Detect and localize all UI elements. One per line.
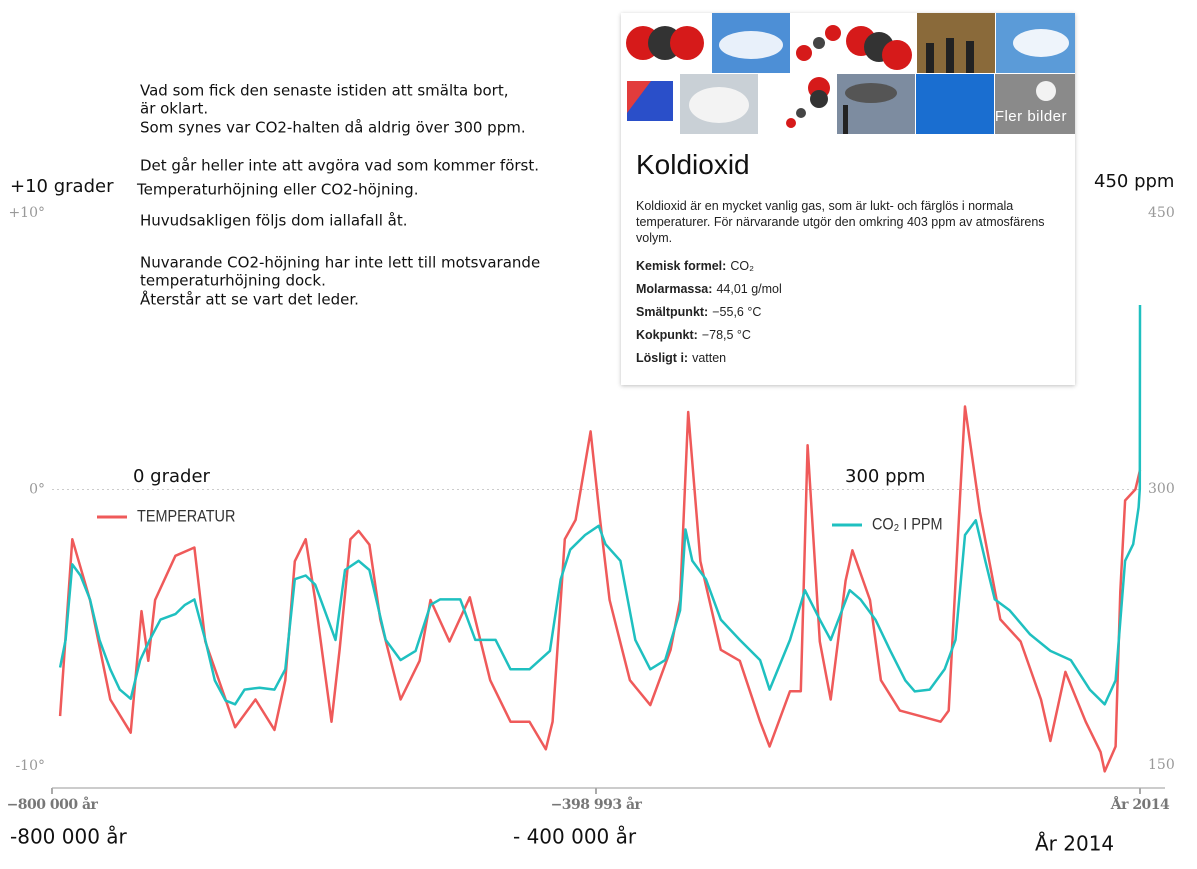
series-line (58, 405, 1142, 773)
y-tick-label: +10° (8, 205, 45, 221)
panel-title: Koldioxid (636, 149, 750, 180)
note-line: är oklart. (140, 100, 208, 118)
legend-label: TEMPERATUR (137, 507, 235, 525)
annotation: År 2014 (1035, 832, 1114, 856)
y2-tick-label: 150 (1148, 757, 1175, 773)
annotation: - 400 000 år (513, 825, 637, 849)
annotation: 0 grader (133, 466, 211, 487)
fact: Kokpunkt: −78,5 °C (636, 328, 751, 342)
annotation: 450 ppm (1094, 171, 1174, 192)
image[interactable] (995, 74, 1075, 134)
fact: Lösligt i: vatten (636, 351, 726, 365)
panel-description: Koldioxid är en mycket vanlig gas, som ä… (636, 199, 1045, 245)
fact-label: Kemisk formel: (636, 259, 727, 273)
more-images[interactable]: Fler bilder (994, 108, 1067, 125)
fact: Smältpunkt: −55,6 °C (636, 305, 761, 319)
fact: Kemisk formel: CO₂ (636, 259, 754, 273)
fact-label: Lösligt i: (636, 351, 689, 365)
fact-value: 44,01 g/mol (716, 282, 782, 296)
fact-value: −55,6 °C (712, 305, 762, 319)
x-tick-label: −800 000 år (7, 795, 99, 813)
note-line: Återstår att se vart det leder. (140, 290, 359, 309)
note-line: Vad som fick den senaste istiden att smä… (140, 82, 508, 100)
note-line: Huvudsakligen följs dom iallafall åt. (140, 212, 408, 230)
fact-value: −78,5 °C (701, 328, 751, 342)
x-tick-label: År 2014 (1110, 795, 1170, 813)
y2-tick-label: 300 (1148, 481, 1175, 497)
legend-label: CO₂ I PPM (872, 515, 943, 533)
image[interactable] (916, 74, 994, 134)
annotation: +10 grader (10, 176, 114, 197)
fact-label: Smältpunkt: (636, 305, 709, 319)
knowledge-panel: Fler bilder Koldioxid Koldioxid är en my… (621, 13, 1075, 385)
y-tick-label: -10° (15, 758, 45, 774)
fact-value: CO₂ (730, 259, 754, 273)
image[interactable] (837, 74, 915, 134)
image-strip[interactable] (621, 13, 1075, 134)
note-line: Som synes var CO2-halten då aldrig över … (140, 119, 526, 137)
y2-tick-label: 450 (1148, 205, 1175, 221)
fact: Molarmassa: 44,01 g/mol (636, 282, 782, 296)
note-line: Nuvarande CO2-höjning har inte lett till… (140, 254, 540, 272)
annotation: -800 000 år (10, 825, 128, 849)
note-line: Temperaturhöjning eller CO2-höjning. (136, 181, 418, 199)
note-line: Det går heller inte att avgöra vad som k… (140, 157, 539, 175)
fact-label: Molarmassa: (636, 282, 713, 296)
series-line (58, 304, 1142, 706)
y-tick-label: 0° (29, 481, 45, 497)
x-tick-label: −398 993 år (551, 795, 643, 813)
fact-value: vatten (692, 351, 727, 365)
note-line: temperaturhöjning dock. (140, 272, 326, 290)
annotation: 300 ppm (845, 466, 925, 487)
fact-label: Kokpunkt: (636, 328, 698, 342)
